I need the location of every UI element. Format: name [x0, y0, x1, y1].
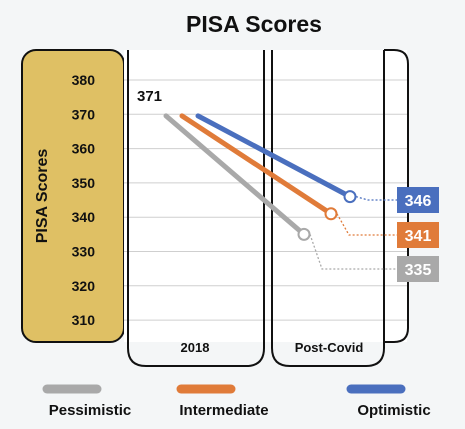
- column-2018: [127, 50, 265, 367]
- y-tick-350: 350: [72, 175, 96, 191]
- series-point-intermediate: [324, 207, 338, 221]
- series-group: 335 341 346: [163, 113, 439, 282]
- x-tick-2018: 2018: [181, 340, 210, 355]
- legend-label-pessimistic: Pessimistic: [49, 402, 132, 419]
- chart-title: PISA Scores: [186, 11, 322, 37]
- grid-lines: [124, 79, 408, 321]
- x-tick-post-covid: Post-Covid: [295, 340, 364, 355]
- y-tick-340: 340: [72, 209, 96, 225]
- series-point-optimistic: [343, 190, 357, 204]
- end-value-intermediate: 341: [405, 228, 432, 245]
- end-badge-optimistic: [397, 187, 439, 213]
- leader-line-pessimistic: [309, 234, 397, 270]
- y-tick-310: 310: [72, 312, 96, 328]
- series-line-pessimistic: [163, 113, 307, 237]
- y-tick-370: 370: [72, 106, 96, 122]
- series-line-optimistic: [195, 113, 353, 200]
- y-tick-380: 380: [72, 72, 96, 88]
- plot-panel: [124, 50, 407, 342]
- end-value-optimistic: 346: [405, 193, 432, 210]
- leader-line-optimistic: [355, 195, 397, 201]
- series-point-pessimistic: [297, 227, 311, 241]
- y-tick-360: 360: [72, 141, 96, 157]
- end-value-pessimistic: 335: [405, 262, 432, 279]
- legend-label-optimistic: Optimistic: [357, 402, 430, 419]
- legend: Pessimistic Intermediate Optimistic: [42, 384, 431, 419]
- end-badge-intermediate: [397, 222, 439, 248]
- column-post-covid: [271, 50, 385, 367]
- y-tick-330: 330: [72, 244, 96, 260]
- legend-label-intermediate: Intermediate: [179, 402, 268, 419]
- leader-line-intermediate: [336, 213, 397, 236]
- start-value-label: 371: [137, 88, 162, 105]
- y-tick-labels: 310 320 330 340 350 360 370 380: [72, 72, 96, 328]
- end-badge-pessimistic: [397, 256, 439, 282]
- y-axis-label: PISA Scores: [34, 149, 51, 244]
- y-tick-320: 320: [72, 278, 96, 294]
- series-line-intermediate: [179, 113, 334, 217]
